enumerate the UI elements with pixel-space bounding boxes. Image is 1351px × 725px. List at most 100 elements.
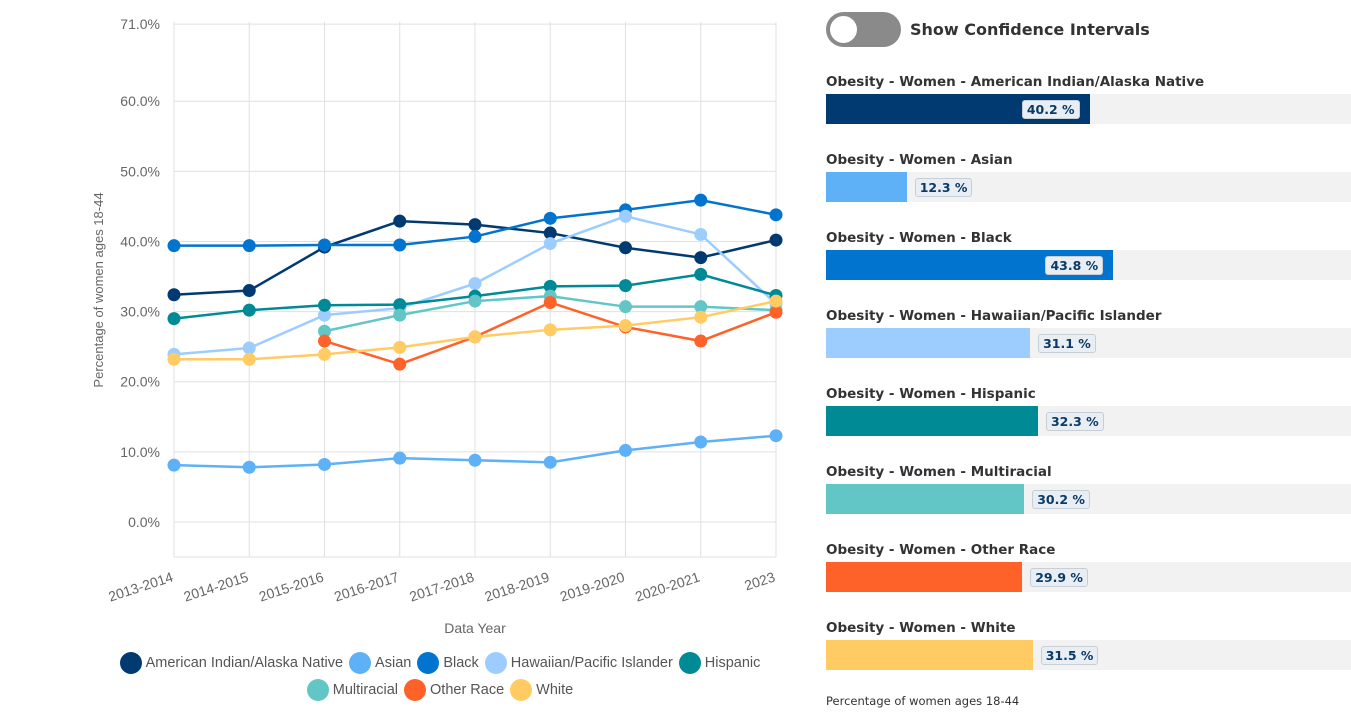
data-point[interactable] [242,460,256,474]
data-point[interactable] [468,330,482,344]
data-point[interactable] [393,451,407,465]
data-point[interactable] [769,429,783,443]
y-tick-label: 30.0% [120,304,160,320]
data-point[interactable] [543,237,557,251]
legend-swatch [306,679,329,702]
data-point[interactable] [543,295,557,309]
bar-track: 31.5 % [826,640,1351,670]
bar-item: Obesity - Women - Multiracial 30.2 % [826,464,1351,514]
bar-value: 30.2 % [1032,490,1090,509]
data-point[interactable] [167,458,181,472]
chart-legend: American Indian/Alaska Native Asian Black H… [80,650,800,704]
data-point[interactable] [318,347,331,361]
legend-label: Asian [375,655,412,671]
legend-item[interactable]: Hispanic [678,650,761,677]
data-point[interactable] [318,308,331,322]
bar-track: 40.2 % [826,94,1351,124]
data-point[interactable] [619,241,632,255]
data-point[interactable] [619,209,632,223]
data-point[interactable] [694,334,708,348]
confidence-interval-toggle[interactable] [826,12,901,47]
bar-title: Obesity - Women - Multiracial [826,464,1052,480]
legend-swatch [417,652,440,675]
x-tick-label: 2016-2017 [332,569,401,605]
data-point[interactable] [242,352,256,366]
bar-title: Obesity - Women - Hawaiian/Pacific Islan… [826,308,1162,324]
bar-item: Obesity - Women - White 31.5 % [826,620,1351,670]
data-point[interactable] [318,334,331,348]
legend-item[interactable]: Hawaiian/Pacific Islander [484,650,673,677]
data-point[interactable] [242,341,256,355]
data-point[interactable] [393,214,407,228]
y-tick-label: 10.0% [120,444,160,460]
data-point[interactable] [318,238,331,252]
bar-fill [826,406,1038,436]
legend-label: Black [443,655,479,671]
data-point[interactable] [543,211,557,225]
x-tick-label: 2015-2016 [257,569,326,605]
data-point[interactable] [393,340,407,354]
data-point[interactable] [619,279,632,293]
legend-label: White [536,682,574,698]
legend-label: American Indian/Alaska Native [145,655,344,671]
data-point[interactable] [769,294,783,308]
data-point[interactable] [318,324,331,338]
data-point[interactable] [694,227,708,241]
data-point[interactable] [619,443,632,457]
data-point[interactable] [694,300,708,314]
x-tick-label: 2023 [742,569,777,594]
bar-item: Obesity - Women - Hispanic 32.3 % [826,386,1351,436]
legend-label: Multiracial [332,682,399,698]
bar-value: 43.8 % [1045,256,1104,275]
bar-value: 31.5 % [1040,646,1099,665]
data-point[interactable] [167,352,181,366]
data-point[interactable] [167,312,181,326]
confidence-interval-toggle-row: Show Confidence Intervals [826,12,1150,47]
legend-item[interactable]: Multiracial [306,677,399,704]
data-point[interactable] [468,453,482,467]
legend-item[interactable]: Black [417,650,479,677]
legend-item[interactable]: Other Race [404,677,504,704]
data-point[interactable] [769,305,783,319]
data-point[interactable] [468,277,482,291]
legend-item[interactable]: White [510,677,573,704]
data-point[interactable] [393,357,407,371]
bar-track: 32.3 % [826,406,1351,436]
data-point[interactable] [242,239,256,253]
legend-label: Hispanic [704,655,761,671]
data-point[interactable] [694,251,708,265]
data-point[interactable] [242,303,256,317]
legend-item[interactable]: Asian [349,650,411,677]
data-point[interactable] [619,319,632,333]
data-point[interactable] [543,279,557,293]
data-point[interactable] [393,308,407,322]
legend-item[interactable]: American Indian/Alaska Native [119,650,344,677]
x-tick-label: 2018-2019 [483,569,552,605]
data-point[interactable] [167,288,181,302]
data-point[interactable] [694,310,708,324]
data-point[interactable] [543,226,557,240]
legend-swatch [349,652,372,675]
data-point[interactable] [318,298,331,312]
bar-value: 32.3 % [1045,412,1104,431]
data-point[interactable] [694,435,708,449]
data-point[interactable] [543,455,557,469]
data-point[interactable] [393,238,407,252]
data-point[interactable] [694,267,708,281]
data-point[interactable] [468,294,482,308]
data-point[interactable] [543,323,557,337]
series-asian [167,429,783,474]
legend-swatch [119,652,142,675]
data-point[interactable] [468,230,482,244]
data-point[interactable] [694,193,708,207]
data-point[interactable] [318,457,331,471]
data-point[interactable] [167,239,181,253]
data-point[interactable] [242,284,256,298]
data-point[interactable] [619,300,632,314]
toggle-knob [830,16,857,43]
y-tick-label: 60.0% [120,93,160,109]
data-point[interactable] [468,218,482,232]
data-point[interactable] [769,233,783,247]
data-point[interactable] [393,298,407,312]
data-point[interactable] [769,208,783,222]
